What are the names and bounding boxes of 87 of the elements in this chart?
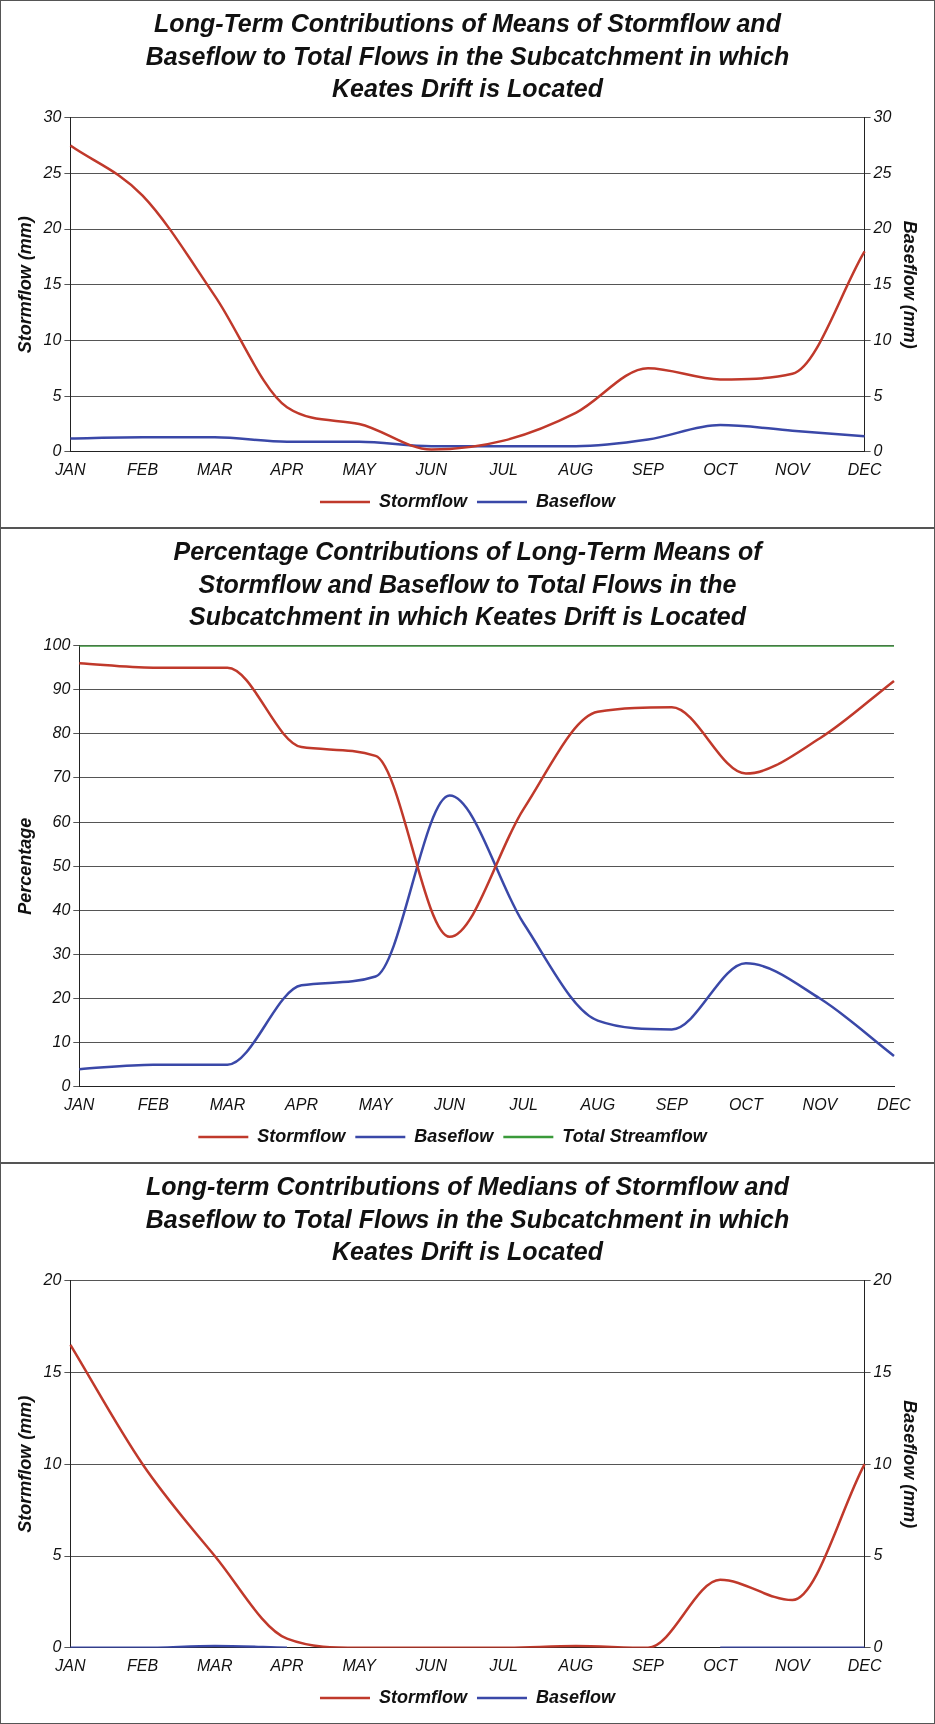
y2-tick-label: 0	[873, 442, 883, 460]
x-tick-label: AUG	[557, 460, 594, 478]
x-tick-label: OCT	[728, 1095, 764, 1113]
y-tick-label: 20	[42, 219, 62, 237]
x-tick-label: FEB	[137, 1095, 170, 1113]
y-axis-title: Percentage	[14, 817, 35, 915]
x-tick-label: JUL	[508, 1095, 538, 1113]
y-tick-label: 25	[42, 163, 62, 181]
x-tick-label: JAN	[54, 460, 86, 478]
y-tick-label: 10	[43, 330, 62, 348]
y-tick-label: 60	[52, 812, 71, 830]
chart-title: Long-term Contributions of Medians of Stormflow and Baseflow to Total Flows in the Subcatchment in which Keates Drift is Located	[144, 1171, 791, 1267]
y-tick-label: 80	[52, 724, 71, 742]
x-tick-label: AUG	[579, 1095, 616, 1113]
y2-tick-label: 15	[873, 1362, 892, 1380]
x-tick-label: FEB	[127, 460, 159, 478]
y-axis-title: Stormflow (mm)	[14, 216, 35, 354]
x-tick-label: JAN	[63, 1095, 95, 1113]
x-tick-label: DEC	[847, 460, 882, 478]
x-tick-label: MAR	[197, 460, 234, 478]
y2-axis-title: Baseflow (mm)	[900, 220, 921, 349]
y2-tick-label: 10	[873, 330, 892, 348]
y-tick-label: 90	[52, 680, 71, 698]
y2-tick-label: 30	[873, 108, 892, 126]
x-tick-label: DEC	[877, 1095, 912, 1113]
y-tick-label: 70	[52, 768, 71, 786]
y-tick-label: 0	[52, 1638, 62, 1656]
y-tick-label: 10	[43, 1454, 62, 1472]
x-tick-label: DEC	[847, 1656, 882, 1674]
y-tick-label: 20	[51, 989, 71, 1007]
y2-axis-title: Baseflow (mm)	[900, 1400, 921, 1529]
legend-label: Baseflow	[535, 490, 617, 511]
x-tick-label: JUL	[488, 460, 518, 478]
x-tick-label: JUN	[414, 460, 448, 478]
x-tick-label: MAR	[197, 1656, 234, 1674]
y-tick-label: 10	[52, 1033, 71, 1051]
y-tick-label: 30	[43, 108, 62, 126]
x-tick-label: NOV	[775, 1656, 812, 1674]
x-tick-label: MAY	[342, 460, 378, 478]
x-tick-label: MAR	[209, 1095, 246, 1113]
y-tick-label: 5	[52, 1546, 62, 1564]
legend-label: Total Streamflow	[562, 1125, 708, 1146]
x-tick-label: JUN	[433, 1095, 466, 1113]
x-tick-label: FEB	[127, 1656, 159, 1674]
y-tick-label: 15	[43, 275, 62, 293]
y2-tick-label: 20	[872, 1271, 892, 1289]
y-tick-label: 30	[52, 944, 71, 962]
legend-label: Stormflow	[257, 1125, 347, 1146]
y2-tick-label: 5	[873, 386, 883, 404]
y-axis-title: Stormflow (mm)	[14, 1395, 35, 1533]
x-tick-label: AUG	[557, 1656, 594, 1674]
y-tick-label: 0	[61, 1077, 71, 1095]
x-tick-label: SEP	[631, 460, 665, 478]
x-tick-label: SEP	[655, 1095, 689, 1113]
x-tick-label: APR	[284, 1095, 319, 1113]
x-tick-label: MAY	[342, 1656, 378, 1674]
chart-title: Long-Term Contributions of Means of Stormflow and Baseflow to Total Flows in the Subcatchment in which Keates Drift is Located	[144, 8, 791, 104]
y-tick-label: 5	[52, 386, 62, 404]
x-tick-label: SEP	[631, 1656, 665, 1674]
y2-tick-label: 0	[873, 1638, 883, 1656]
x-tick-label: OCT	[703, 1656, 739, 1674]
y2-tick-label: 10	[873, 1454, 892, 1472]
legend-label: Baseflow	[414, 1125, 495, 1146]
y-tick-label: 40	[52, 900, 71, 918]
x-tick-label: NOV	[775, 460, 812, 478]
x-tick-label: NOV	[802, 1095, 839, 1113]
legend-label: Stormflow	[378, 490, 468, 511]
legend-label: Stormflow	[378, 1686, 468, 1707]
y2-tick-label: 25	[872, 163, 892, 181]
y-tick-label: 0	[52, 442, 62, 460]
line-series	[69, 423, 866, 448]
y-tick-label: 15	[43, 1362, 62, 1380]
y-tick-label: 50	[52, 856, 71, 874]
legend-label: Baseflow	[535, 1686, 617, 1707]
x-tick-label: APR	[269, 1656, 304, 1674]
x-tick-label: MAY	[358, 1095, 394, 1113]
y2-tick-label: 20	[872, 219, 892, 237]
x-tick-label: APR	[269, 460, 304, 478]
x-tick-label: OCT	[703, 460, 739, 478]
y2-tick-label: 5	[873, 1546, 883, 1564]
x-tick-label: JAN	[54, 1656, 86, 1674]
x-tick-label: JUL	[488, 1656, 518, 1674]
y-tick-label: 20	[42, 1271, 62, 1289]
y2-tick-label: 15	[873, 275, 892, 293]
chart-title: Percentage Contributions of Long-Term Means of Stormflow and Baseflow to Total Flows in the Subcatchment in which Keates Drift is Located	[172, 536, 765, 632]
y-tick-label: 100	[43, 636, 71, 654]
x-tick-label: JUN	[414, 1656, 448, 1674]
